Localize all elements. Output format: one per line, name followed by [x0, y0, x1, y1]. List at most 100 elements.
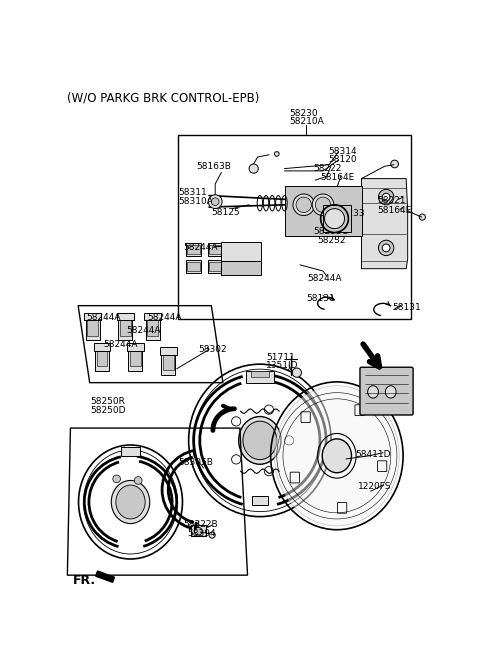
Circle shape	[391, 160, 398, 168]
Ellipse shape	[275, 386, 399, 526]
Bar	[147, 320, 158, 336]
Circle shape	[194, 528, 202, 535]
Text: 58322B: 58322B	[183, 520, 217, 529]
Ellipse shape	[111, 480, 150, 524]
Text: 1220FS: 1220FS	[358, 482, 391, 491]
Bar	[178, 135, 411, 319]
Text: 58120: 58120	[328, 155, 357, 165]
Circle shape	[378, 189, 394, 205]
Bar	[86, 319, 100, 340]
Circle shape	[275, 151, 279, 156]
Bar	[188, 261, 200, 271]
FancyArrow shape	[96, 571, 115, 582]
Circle shape	[209, 532, 215, 538]
Bar	[246, 371, 274, 383]
Text: 58222: 58222	[313, 164, 341, 173]
Circle shape	[382, 244, 390, 251]
Circle shape	[113, 475, 120, 483]
Circle shape	[315, 197, 331, 213]
Polygon shape	[361, 179, 408, 269]
Text: 58311: 58311	[178, 188, 207, 197]
Text: 58221: 58221	[377, 195, 406, 205]
Text: 58305B: 58305B	[178, 458, 213, 467]
Bar	[323, 205, 351, 233]
Text: 58233: 58233	[336, 209, 365, 217]
Bar	[221, 241, 262, 261]
Text: 58232: 58232	[317, 235, 345, 245]
Text: 58131: 58131	[392, 303, 421, 312]
Text: 58302: 58302	[198, 345, 227, 354]
Ellipse shape	[368, 386, 378, 398]
Text: 58164E: 58164E	[377, 205, 411, 215]
Bar	[188, 245, 200, 254]
Bar	[251, 371, 269, 378]
Bar	[285, 186, 361, 236]
Text: 58244A: 58244A	[308, 274, 342, 283]
Bar	[209, 245, 221, 254]
Circle shape	[227, 247, 234, 255]
Text: 58244A: 58244A	[127, 325, 161, 335]
Bar	[186, 243, 201, 255]
Bar	[207, 243, 223, 255]
Bar	[130, 351, 141, 366]
Text: 58250D: 58250D	[90, 406, 126, 415]
Circle shape	[296, 197, 312, 213]
Circle shape	[378, 240, 394, 255]
Ellipse shape	[243, 421, 277, 460]
Bar	[207, 260, 223, 273]
Bar	[127, 344, 144, 351]
Text: 58235C: 58235C	[313, 227, 348, 236]
Text: 51711: 51711	[266, 353, 295, 362]
Bar	[252, 496, 267, 505]
Circle shape	[312, 194, 334, 215]
Text: 1351JD: 1351JD	[266, 361, 299, 370]
Bar	[84, 313, 101, 320]
Text: FR.: FR.	[73, 574, 96, 586]
Circle shape	[293, 194, 314, 215]
Text: 58230: 58230	[289, 109, 318, 117]
Bar	[94, 344, 110, 351]
Bar	[120, 320, 131, 336]
Ellipse shape	[239, 416, 281, 464]
Bar	[186, 260, 201, 273]
Text: 58131: 58131	[306, 294, 335, 303]
Circle shape	[419, 214, 425, 220]
Bar	[128, 350, 142, 371]
Text: 58210A: 58210A	[289, 117, 324, 126]
Text: 58163B: 58163B	[196, 163, 231, 171]
Ellipse shape	[116, 485, 145, 519]
Bar	[191, 525, 206, 536]
Circle shape	[244, 247, 252, 255]
Bar	[118, 319, 132, 340]
Circle shape	[211, 198, 219, 205]
Ellipse shape	[322, 439, 351, 473]
Circle shape	[292, 368, 301, 378]
Text: 58250R: 58250R	[90, 398, 125, 406]
Text: 58411D: 58411D	[355, 450, 391, 460]
Text: 58125: 58125	[211, 208, 240, 217]
Bar	[144, 313, 161, 320]
Text: 58394: 58394	[188, 529, 216, 538]
Bar	[146, 319, 160, 340]
Bar	[161, 354, 175, 375]
Circle shape	[134, 477, 142, 484]
FancyBboxPatch shape	[360, 368, 413, 415]
Text: 58244A: 58244A	[104, 340, 138, 349]
Text: 58310A: 58310A	[178, 197, 213, 206]
Bar	[117, 313, 133, 320]
Bar	[160, 348, 177, 355]
Text: 58244A: 58244A	[147, 313, 182, 321]
Circle shape	[208, 195, 222, 209]
Bar	[95, 350, 109, 371]
Circle shape	[382, 193, 390, 201]
Text: 58164E: 58164E	[321, 173, 355, 182]
Bar	[87, 320, 98, 336]
Text: (W/O PARKG BRK CONTROL-EPB): (W/O PARKG BRK CONTROL-EPB)	[67, 91, 260, 105]
Text: 58244A: 58244A	[86, 313, 120, 321]
Text: 58314: 58314	[328, 147, 357, 156]
Ellipse shape	[385, 386, 396, 398]
Bar	[96, 351, 108, 366]
Bar	[163, 355, 174, 370]
Bar	[209, 261, 221, 271]
Bar	[121, 447, 140, 456]
